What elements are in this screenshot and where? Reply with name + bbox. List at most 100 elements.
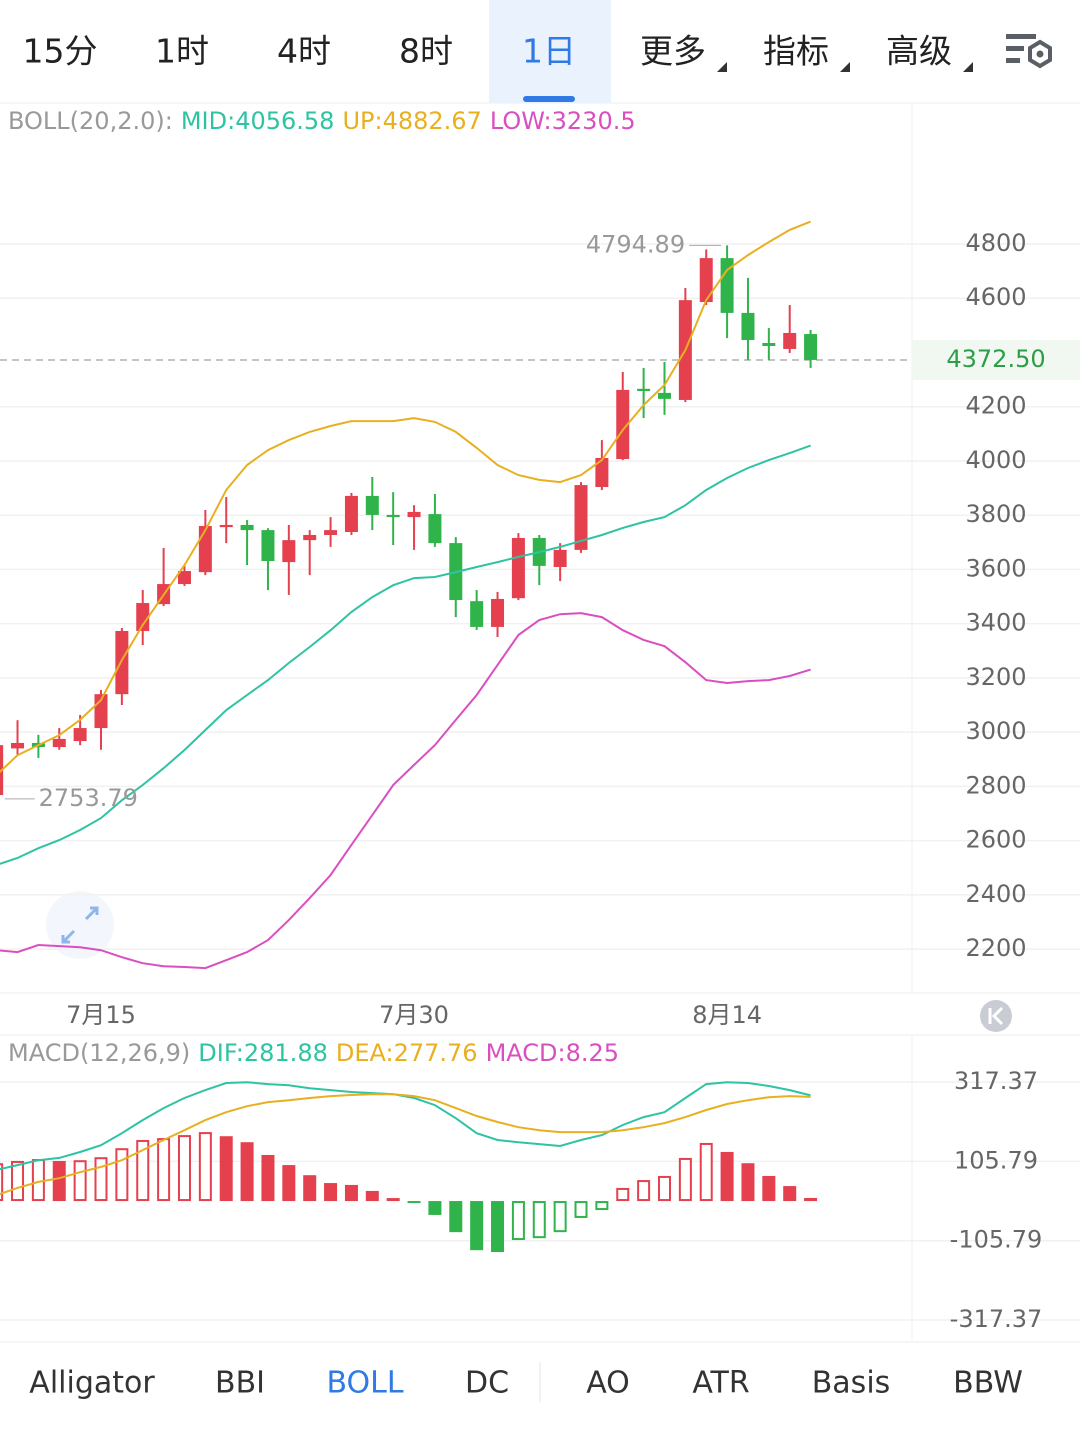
y-tick-label: -105.79 (950, 1226, 1043, 1254)
macd-bar (365, 1190, 379, 1202)
macd-bar (31, 1159, 45, 1202)
candle-body (637, 388, 651, 391)
time-tab[interactable]: 15分 (23, 32, 98, 71)
y-tick-label: 2600 (965, 826, 1026, 854)
candle-body (428, 514, 442, 544)
indicator-label: MACD(12,26,9) (8, 1039, 190, 1067)
macd-bar (699, 1142, 713, 1202)
candle-body (407, 511, 421, 518)
high-marker-label: 4794.89 (586, 230, 685, 258)
macd-bar (470, 1201, 484, 1251)
candle-body (324, 530, 338, 535)
candle-body (219, 524, 233, 528)
boll-line (0, 612, 811, 970)
legend-name: MACD: (486, 1039, 566, 1067)
macd-line (0, 1093, 811, 1195)
y-tick-label: 3400 (965, 609, 1026, 637)
y-tick-label: 4000 (965, 446, 1026, 474)
time-tab[interactable]: 更多 (640, 32, 706, 71)
y-tick-label: 2400 (965, 880, 1026, 908)
macd-bar (344, 1184, 358, 1202)
macd-bar (428, 1201, 442, 1215)
candle-body (511, 537, 525, 599)
legend: BOLL(20,2.0): MID:4056.58 UP:4882.67 LOW:32… (8, 107, 636, 135)
macd-bar (657, 1175, 671, 1202)
indicator-tab[interactable]: BOLL (326, 1366, 403, 1401)
macd-bar (407, 1201, 421, 1204)
macd-bar (52, 1160, 66, 1202)
macd-bar (491, 1201, 505, 1253)
candle-body (595, 457, 609, 487)
time-tab[interactable]: 8时 (399, 32, 453, 71)
dropdown-arrow (840, 62, 850, 72)
y-tick-label: 2800 (965, 771, 1026, 799)
indicator-tab[interactable]: Basis (812, 1366, 891, 1401)
boll-line (0, 444, 811, 865)
legend-value: 281.88 (244, 1039, 328, 1067)
candle-body (386, 514, 400, 518)
macd-bar (449, 1201, 463, 1233)
candle-body (491, 598, 505, 627)
x-tick-label: 7月30 (379, 1001, 449, 1029)
candle-body (177, 571, 191, 585)
settings-icon[interactable] (1006, 34, 1052, 69)
macd-bar (261, 1154, 275, 1202)
macd-bar (282, 1165, 296, 1202)
candle-body (720, 258, 734, 313)
time-tab[interactable]: 高级 (886, 32, 952, 71)
indicator-tab[interactable]: ATR (692, 1366, 749, 1401)
dropdown-arrow (963, 62, 973, 72)
candle-body (365, 495, 379, 515)
macd-bar (386, 1198, 400, 1202)
indicator-tab[interactable]: AO (586, 1366, 630, 1401)
candle-body (657, 392, 671, 399)
macd-bar (804, 1197, 818, 1202)
expand-icon[interactable] (46, 891, 114, 959)
candle-body (115, 630, 129, 695)
macd-bar (616, 1187, 630, 1202)
legend-value: 4882.67 (383, 107, 482, 135)
time-tab[interactable]: 4时 (277, 32, 331, 71)
dropdown-arrow (717, 62, 727, 72)
indicator-tab[interactable]: BBW (953, 1366, 1023, 1401)
candle-body (261, 530, 275, 562)
scroll-end-icon[interactable] (980, 1000, 1012, 1032)
legend-name: MID: (181, 107, 235, 135)
time-tab[interactable]: 1日 (522, 32, 576, 71)
macd-bar (303, 1175, 317, 1202)
indicator-tab[interactable]: Alligator (29, 1366, 155, 1401)
legend-name: DIF: (198, 1039, 244, 1067)
y-tick-label: 4800 (965, 229, 1026, 257)
indicator-tab[interactable]: BBI (215, 1366, 265, 1401)
candle-body (470, 601, 484, 627)
candle-body (804, 334, 818, 360)
y-tick-label: 105.79 (954, 1146, 1038, 1174)
legend-name: UP: (342, 107, 382, 135)
time-tab[interactable]: 1时 (155, 32, 209, 71)
candle-body (741, 312, 755, 341)
macd-bar (595, 1201, 609, 1211)
candle-body (11, 742, 25, 749)
legend-name: LOW: (490, 107, 552, 135)
macd-bar (720, 1151, 734, 1202)
y-tick-label: 3000 (965, 717, 1026, 745)
y-tick-label: 317.37 (954, 1067, 1038, 1095)
macd-bar (532, 1201, 546, 1239)
legend-name: DEA: (336, 1039, 394, 1067)
indicator-tab[interactable]: DC (465, 1366, 509, 1401)
last-price-label: 4372.50 (946, 345, 1045, 373)
x-tick-label: 7月15 (66, 1001, 136, 1029)
candle-body (553, 549, 567, 567)
time-tab[interactable]: 指标 (763, 32, 829, 71)
indicator-label: BOLL(20,2.0): (8, 107, 173, 135)
macd-bar (157, 1138, 171, 1202)
candle-body (616, 389, 630, 460)
macd-bar (678, 1157, 692, 1202)
macd-bar (198, 1132, 212, 1202)
macd-bar (553, 1201, 567, 1233)
y-tick-label: 3600 (965, 554, 1026, 582)
candle-body (136, 603, 150, 631)
y-tick-label: 3200 (965, 663, 1026, 691)
